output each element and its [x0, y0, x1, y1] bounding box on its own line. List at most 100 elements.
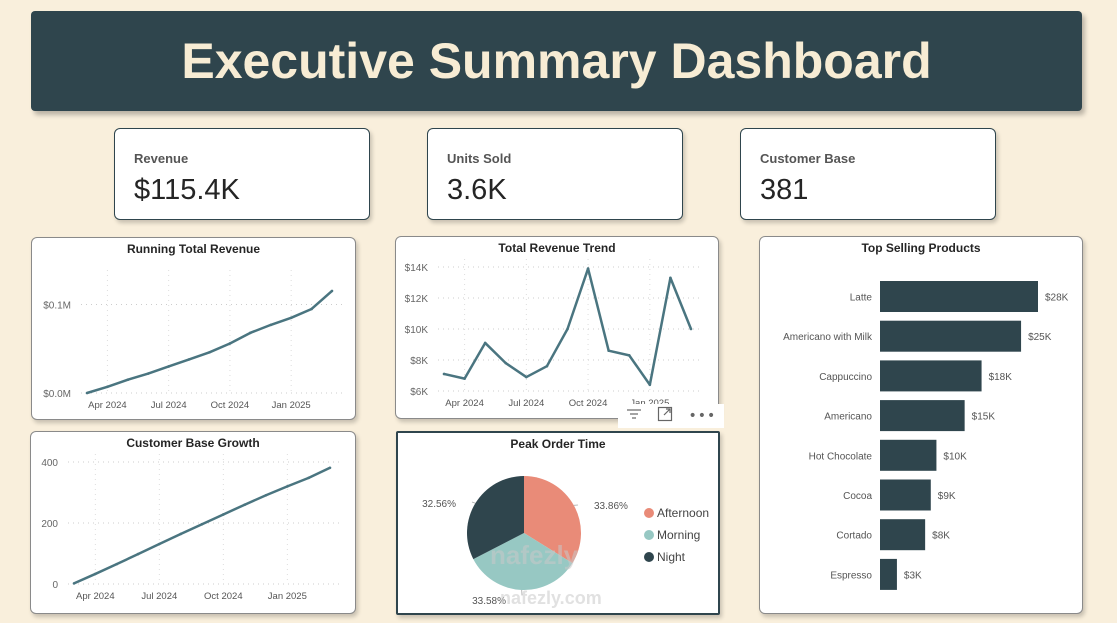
data-point	[545, 364, 549, 368]
running-total-revenue-chart[interactable]: Running Total Revenue $0.0M $0.1M Apr 2024…	[31, 237, 356, 420]
category-label: Cortado	[836, 531, 872, 542]
x-tick-label: Jul 2024	[508, 398, 544, 409]
bar-data-label: $28K	[1045, 293, 1069, 304]
category-label: Espresso	[830, 570, 872, 581]
data-point	[72, 582, 76, 585]
data-point	[179, 532, 182, 536]
bar-data-label: $8K	[932, 531, 950, 542]
watermark-url: nafezly.com	[500, 588, 602, 608]
bar	[880, 558, 897, 590]
pie-slice-morning	[473, 533, 573, 590]
y-tick-label: $0.1M	[43, 301, 71, 312]
bar	[880, 439, 937, 471]
data-point	[504, 361, 508, 365]
bar-data-label: $25K	[1028, 332, 1052, 343]
data-point	[126, 378, 130, 382]
data-point	[94, 572, 97, 576]
x-tick-label: Apr 2024	[88, 400, 127, 411]
x-tick-label: Jul 2024	[151, 400, 187, 411]
category-label: Americano with Milk	[783, 332, 873, 343]
legend-label: Afternoon	[657, 506, 709, 520]
kpi-value: 3.6K	[447, 174, 507, 206]
data-point	[269, 323, 273, 327]
kpi-value: $115.4K	[134, 174, 240, 206]
y-tick-label: 0	[52, 580, 58, 591]
category-label: Cocoa	[843, 491, 872, 502]
data-point	[307, 476, 310, 480]
x-tick-label: Apr 2024	[445, 398, 484, 409]
pie-leader-line	[471, 501, 476, 504]
kpi-label: Units Sold	[447, 151, 512, 166]
watermark: nafezly	[490, 540, 579, 570]
data-point	[187, 358, 191, 361]
data-point	[566, 327, 569, 331]
data-point	[330, 289, 334, 293]
total-revenue-trend-chart[interactable]: Total Revenue Trend $6K $8K $10K $12K $14K Ap…	[395, 236, 719, 419]
data-point	[243, 503, 246, 506]
x-tick-label: Oct 2024	[204, 591, 243, 602]
customer-base-growth-chart[interactable]: Customer Base Growth 0 200 400 Apr 2024 Jul …	[30, 431, 356, 614]
data-point	[310, 307, 313, 311]
x-tick-label: Oct 2024	[569, 398, 608, 409]
pie-data-label: 32.56%	[422, 499, 456, 510]
data-point	[328, 466, 332, 470]
page-title: Executive Summary Dashboard	[181, 33, 932, 89]
kpi-card-units-sold[interactable]: Units Sold 3.6K	[427, 128, 683, 220]
bar-data-label: $10K	[943, 451, 967, 462]
x-tick-label: Jan 2025	[630, 398, 669, 409]
data-point	[607, 349, 610, 352]
data-point	[158, 542, 161, 546]
kpi-label: Customer Base	[760, 151, 856, 166]
series-line	[443, 267, 693, 387]
chart-title: Customer Base Growth	[126, 436, 260, 450]
y-tick-label: $10K	[405, 325, 429, 336]
filter-icon[interactable]	[626, 407, 642, 425]
bar-data-label: $3K	[904, 570, 922, 581]
chart-title: Top Selling Products	[861, 241, 981, 255]
data-point	[286, 485, 289, 488]
top-selling-products-chart[interactable]: Top Selling Products Latte $28K Americano …	[759, 236, 1083, 614]
kpi-label: Revenue	[134, 151, 189, 166]
legend-marker	[644, 552, 654, 562]
data-point	[222, 513, 225, 516]
kpi-value: 381	[760, 174, 809, 206]
x-tick-label: Apr 2024	[76, 591, 115, 602]
kpi-card-revenue[interactable]: Revenue $115.4K	[114, 128, 370, 220]
data-point	[483, 341, 487, 345]
more-options-icon[interactable]: •••	[688, 408, 717, 424]
data-point	[208, 351, 211, 354]
kpi-card-customer-base[interactable]: Customer Base 381	[740, 128, 996, 220]
legend-label: Morning	[657, 528, 700, 542]
y-tick-label: $12K	[405, 294, 429, 305]
x-tick-label: Jan 2025	[268, 591, 307, 602]
data-point	[115, 562, 118, 566]
data-point	[586, 267, 590, 270]
data-point	[648, 383, 652, 387]
y-tick-label: $6K	[410, 387, 428, 398]
peak-order-time-svg: 33.86% 33.58% 32.56% Afternoon Morning Night	[422, 476, 709, 607]
data-point	[85, 391, 89, 395]
x-tick-label: Oct 2024	[211, 400, 250, 411]
peak-order-time-chart[interactable]: Peak Order Time 33.86% 33.58% 32.56% Aftern…	[396, 431, 720, 615]
y-tick-label: 400	[41, 458, 58, 469]
y-tick-label: $0.0M	[43, 389, 71, 400]
visual-header-toolbar: •••	[618, 404, 724, 428]
series-line	[86, 289, 333, 395]
bar-data-label: $9K	[938, 491, 956, 502]
data-point	[289, 316, 293, 320]
pie-data-label: 33.58%	[472, 596, 506, 607]
bar	[880, 479, 931, 511]
pie-slice-afternoon	[524, 476, 581, 564]
bar	[880, 281, 1038, 312]
category-label: Cappuccino	[819, 372, 872, 383]
bar	[880, 400, 965, 432]
data-point	[228, 342, 232, 345]
data-point	[106, 385, 109, 389]
customer-base-growth-svg: 0 200 400 Apr 2024 Jul 2024 Oct 2024 Jan 2025	[41, 454, 340, 602]
legend-label: Night	[657, 550, 686, 564]
category-label: Americano	[824, 412, 872, 423]
data-point	[146, 372, 150, 375]
x-tick-label: Jan 2025	[272, 400, 311, 411]
category-label: Latte	[850, 293, 873, 304]
focus-mode-icon[interactable]	[657, 406, 673, 426]
